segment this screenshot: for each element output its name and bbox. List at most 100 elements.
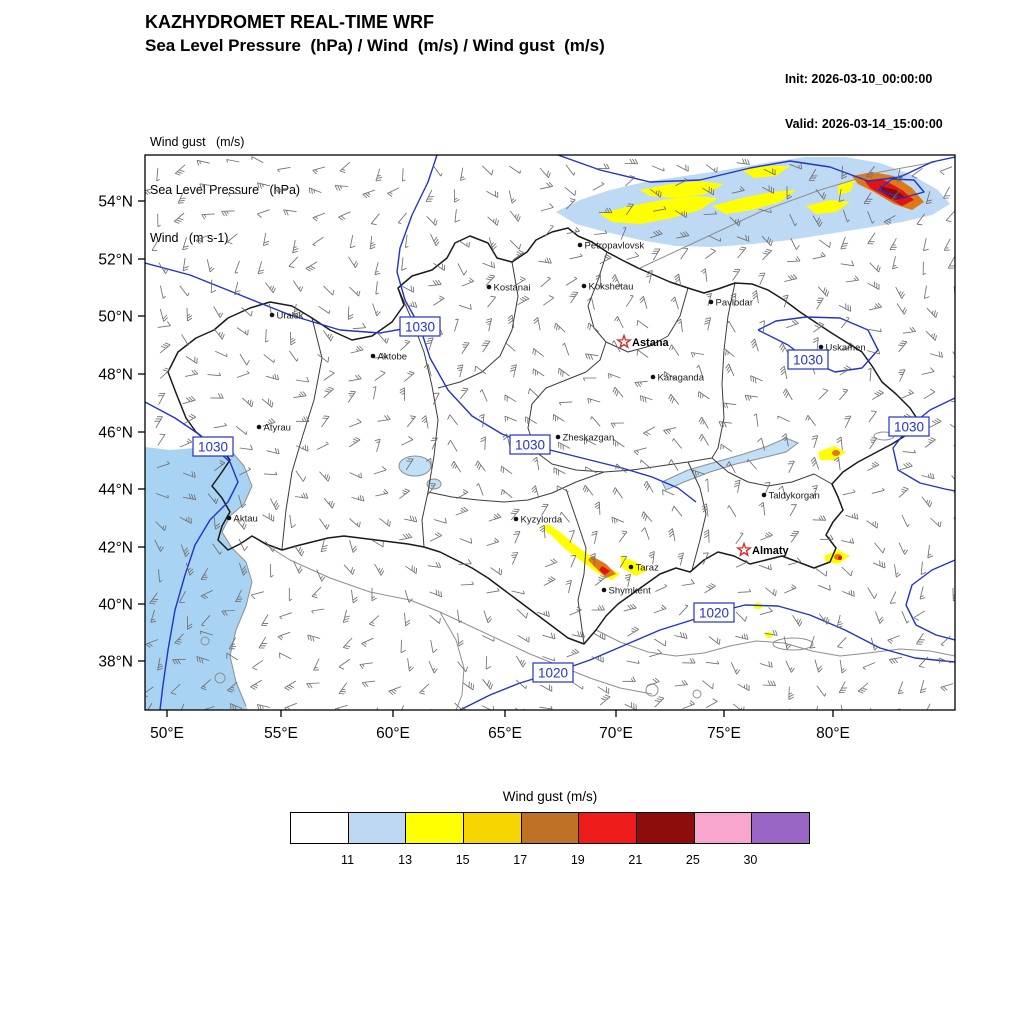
city-dot-icon [581, 283, 587, 289]
city-label: Kokshetau [589, 282, 634, 293]
wind-gust-shading [145, 157, 950, 710]
key-line-wind-gust: Wind gust (m/s) [150, 135, 245, 149]
x-tick-label: 65°E [488, 725, 522, 742]
y-tick-label: 40°N [98, 597, 133, 614]
city-dot-icon [256, 424, 262, 430]
isobar-labels: 1030 1030 1030 1030 1030 1020 1020 [192, 316, 930, 683]
axes: 50°E 55°E 60°E 65°E 70°E 75°E 80°E 54°N 52°N 50°N… [98, 194, 850, 743]
colorbar-cell [464, 813, 522, 843]
colorbar-tick-label: 21 [628, 853, 643, 867]
region-borders [281, 251, 833, 645]
colorbar-cell [291, 813, 349, 843]
report-title: KAZHYDROMET REAL-TIME WRF [145, 12, 434, 32]
colorbar-tick-label: 19 [570, 853, 585, 867]
city-dot-icon [601, 587, 607, 593]
city-label: Aktau [234, 514, 258, 525]
key-line-sea-level-pressure: Sea Level Pressure (hPa) [150, 183, 301, 197]
city-label: Uskamen [826, 343, 866, 354]
isobar-label-box [693, 602, 735, 623]
colorbar-cells [290, 812, 810, 844]
isobar-label-box [399, 316, 441, 337]
isobar-label-box [888, 416, 930, 437]
city-dot-icon [226, 515, 232, 521]
city-label: Shymkent [609, 586, 652, 597]
city-label: Astana [632, 337, 670, 349]
city-label: Almaty [752, 545, 790, 557]
isobar-label-box [192, 436, 234, 457]
colorbar-tick-label: 11 [341, 853, 355, 867]
map-variables-key: Wind gust (m/s) Sea Level Pressure (hPa)… [150, 102, 300, 262]
colorbar-cell [521, 813, 580, 843]
colorbar-cell [579, 813, 638, 843]
city-label: Karaganda [658, 373, 705, 384]
y-tick-label: 38°N [98, 654, 133, 671]
isobar-label-box [509, 434, 551, 455]
city-label: Aktobe [378, 352, 408, 363]
city-label: Kostanai [494, 283, 531, 294]
city-dot-icon [370, 353, 376, 359]
city-label: Atyrau [264, 423, 291, 434]
capital-star-icon [735, 541, 753, 557]
y-tick-label: 48°N [98, 367, 133, 384]
isobar-label-box [532, 662, 574, 683]
city-dot-icon [708, 299, 714, 305]
colorbar: Wind gust (m/s) 11 13 15 17 19 21 25 30 [290, 789, 810, 871]
colorbar-tick-labels: 11 13 15 17 19 21 25 30 [290, 853, 810, 871]
city-label: Petropavlovsk [585, 241, 645, 252]
city-dot-icon [650, 374, 656, 380]
city-dot-icon [269, 312, 275, 318]
y-tick-label: 42°N [98, 540, 133, 557]
capital-star-icon [615, 333, 633, 349]
x-tick-label: 55°E [264, 725, 298, 742]
colorbar-tick-label: 15 [455, 853, 470, 867]
colorbar-cell [348, 813, 407, 843]
colorbar-tick-label: 17 [513, 853, 528, 867]
city-label: Zheskazgan [563, 433, 615, 444]
x-tick-label: 80°E [816, 725, 850, 742]
city-label: Uralsk [277, 311, 304, 322]
colorbar-tick-label: 30 [743, 853, 758, 867]
model-run-times: Init: 2026-03-10_00:00:00 Valid: 2026-03… [785, 42, 943, 147]
isobar-label-text: 1020 [538, 666, 568, 681]
isobar-label-text: 1020 [699, 606, 729, 621]
colorbar-tick-label: 25 [685, 853, 700, 867]
city-dot-icon [486, 284, 492, 290]
map-layers: 1030 1030 1030 1030 1030 1020 1020 Petropavlovs… [145, 155, 955, 710]
colorbar-tick-label: 13 [398, 853, 413, 867]
y-tick-label: 52°N [98, 252, 133, 269]
city-label: Taraz [636, 563, 659, 574]
colorbar-cell [752, 813, 810, 843]
isobar-label-text: 1030 [515, 438, 545, 453]
kazakhstan-border [167, 227, 919, 645]
colorbar-cell [406, 813, 465, 843]
city-dot-icon [628, 564, 634, 570]
isobar-label-text: 1030 [894, 420, 924, 435]
x-tick-label: 75°E [707, 725, 741, 742]
y-tick-label: 50°N [98, 309, 133, 326]
isobar-label-text: 1030 [405, 320, 435, 335]
report-subtitle: Sea Level Pressure (hPa) / Wind (m/s) / … [145, 36, 605, 55]
city-label: Taldykorgan [769, 491, 820, 502]
y-tick-label: 54°N [98, 194, 133, 211]
colorbar-cell [694, 813, 753, 843]
city-dot-icon [577, 242, 583, 248]
x-tick-label: 70°E [599, 725, 633, 742]
init-time-label: Init: 2026-03-10_00:00:00 [785, 72, 933, 86]
y-tick-label: 44°N [98, 482, 133, 499]
wind-barbs-layer [145, 156, 955, 710]
isobar-label-text: 1030 [793, 353, 823, 368]
city-label: Pavlodar [716, 298, 754, 309]
valid-time-label: Valid: 2026-03-14_15:00:00 [785, 117, 943, 131]
isobar-label-text: 1030 [198, 440, 228, 455]
colorbar-title: Wind gust (m/s) [502, 789, 598, 804]
city-label: Kyzylorda [521, 515, 563, 526]
isobar-label-box [787, 349, 829, 370]
city-markers: Petropavlovsk Kostanai Kokshetau Pavlodar Ur… [226, 241, 866, 597]
x-tick-label: 60°E [376, 725, 410, 742]
x-tick-label: 50°E [150, 725, 184, 742]
colorbar-cell [637, 813, 695, 843]
y-tick-label: 46°N [98, 425, 133, 442]
city-dot-icon [555, 434, 561, 440]
city-dot-icon [761, 492, 767, 498]
